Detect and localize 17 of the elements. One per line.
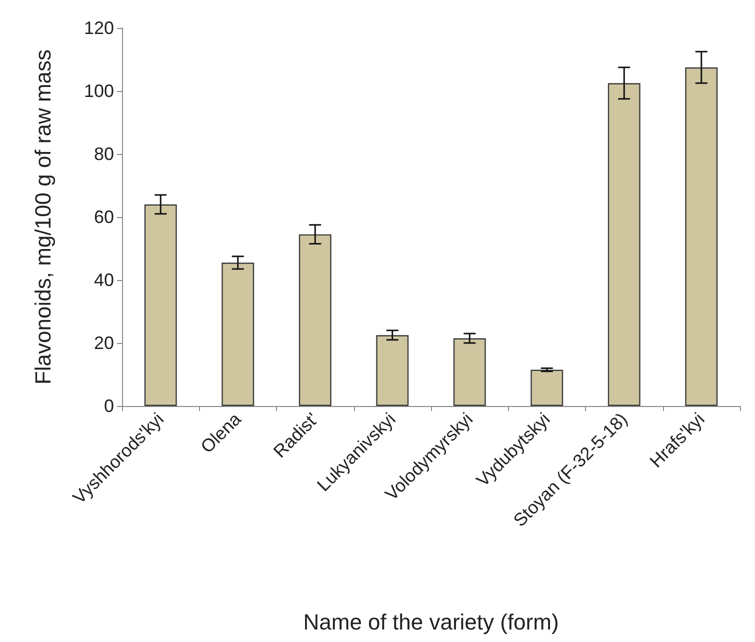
y-axis-title: Flavonoids, mg/100 g of raw mass [30,49,56,385]
bar [685,67,718,406]
y-tick-label: 120 [84,18,114,38]
bar [453,338,486,406]
x-axis-title: Name of the variety (form) [303,610,559,634]
y-tick-label: 80 [94,144,114,164]
bar [376,335,409,406]
y-tick-label: 20 [94,333,114,353]
bar [222,262,254,406]
y-tick-label: 0 [104,396,114,416]
y-tick-label: 40 [94,270,114,290]
y-tick-label: 100 [84,81,114,101]
bar [608,83,640,406]
bar [530,370,564,406]
bar [144,204,177,406]
y-tick-label: 60 [94,207,114,227]
bar [298,234,332,406]
